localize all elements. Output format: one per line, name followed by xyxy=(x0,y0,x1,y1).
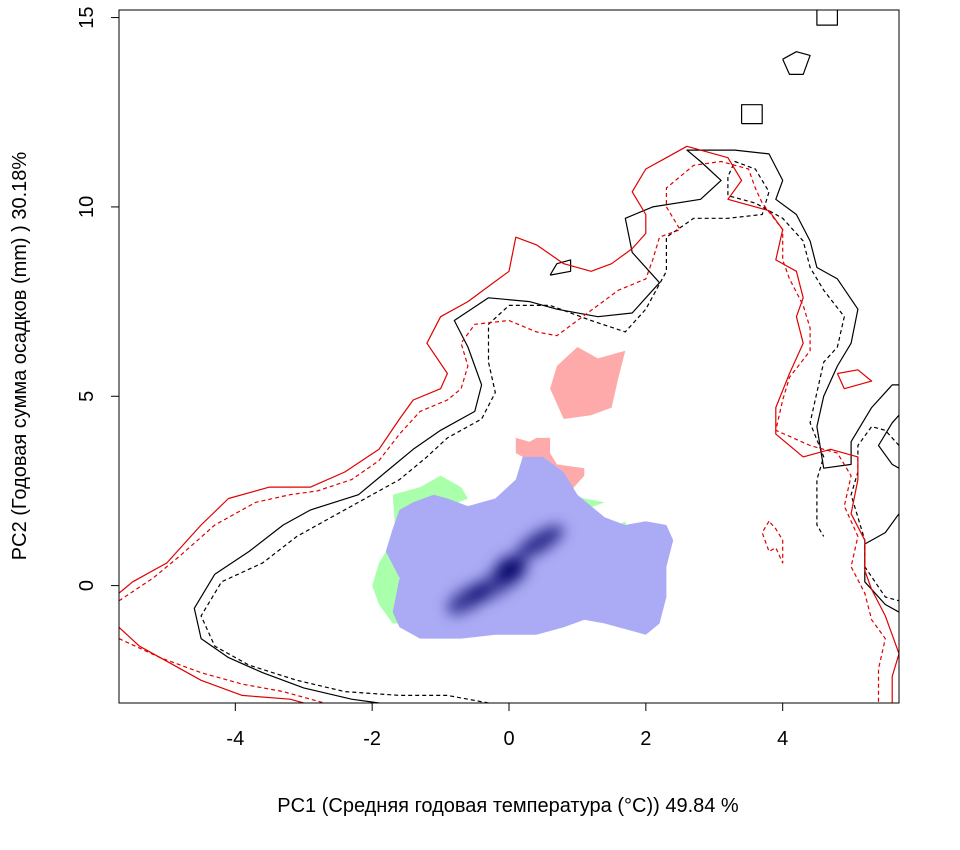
contour-line xyxy=(816,10,839,26)
density-peak xyxy=(516,525,564,559)
contour-line xyxy=(782,51,811,76)
contour-layer xyxy=(119,10,899,703)
x-tick-label: -2 xyxy=(363,728,381,750)
y-tick-label: 15 xyxy=(76,6,98,28)
contour-line xyxy=(119,626,304,703)
density-layer xyxy=(372,347,674,639)
x-tick-label: 0 xyxy=(503,728,514,750)
density-region xyxy=(550,347,626,419)
contour-line xyxy=(119,145,899,703)
density-region xyxy=(515,437,585,491)
contour-line xyxy=(864,513,899,613)
contour-line xyxy=(740,104,763,125)
density-peak-layer xyxy=(446,525,564,615)
density-peak xyxy=(469,561,529,603)
contour-line xyxy=(877,414,899,469)
x-tick-label: 4 xyxy=(777,728,788,750)
contour-line xyxy=(836,369,873,390)
contour-line xyxy=(200,160,845,703)
y-axis-label: PC2 (Годовая сумма осадков (mm) ) 30.18% xyxy=(9,152,31,561)
x-axis: -4 -2 0 2 4 xyxy=(226,702,788,750)
density-region xyxy=(372,475,468,624)
x-tick-label: -4 xyxy=(226,728,244,750)
contour-line xyxy=(850,426,899,602)
y-tick-label: 5 xyxy=(76,391,98,402)
contour-line xyxy=(193,149,899,703)
y-tick-label: 0 xyxy=(76,580,98,591)
x-axis-label: PC1 (Средняя годовая температура (°C)) 4… xyxy=(277,795,739,817)
contour-line xyxy=(761,520,784,564)
y-axis: 0 5 10 15 xyxy=(76,6,120,591)
y-tick-label: 10 xyxy=(76,196,98,218)
contour-line xyxy=(549,259,572,276)
contour-line xyxy=(119,160,886,703)
contour-line xyxy=(119,638,325,703)
x-tick-label: 2 xyxy=(640,728,651,750)
